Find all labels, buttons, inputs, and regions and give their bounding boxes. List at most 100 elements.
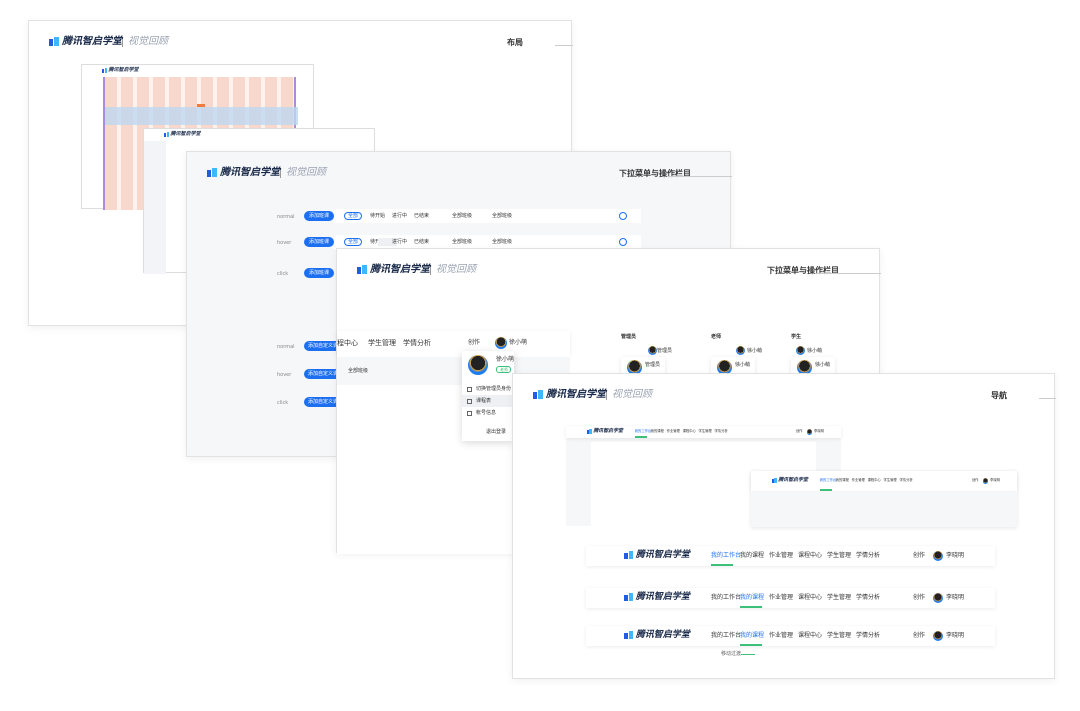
nav-item[interactable]: 学情分析 <box>856 594 881 601</box>
role-label: 老师 <box>500 367 508 372</box>
nav-item[interactable]: 学生管理 <box>827 594 852 601</box>
nav-item[interactable]: 作业管理 <box>851 478 865 483</box>
nav-item[interactable]: 课程中心 <box>682 429 696 434</box>
logo-icon <box>166 132 169 137</box>
create-menu[interactable]: 创作 <box>913 632 926 639</box>
filter[interactable]: 全部班级 <box>452 213 473 219</box>
add-circle <box>619 212 627 220</box>
filter[interactable]: 全部班级 <box>492 213 513 219</box>
title-line <box>555 45 573 46</box>
button-label[interactable]: 添加班课 <box>309 270 330 276</box>
nav-item[interactable]: 课程中心 <box>798 594 823 601</box>
nav-item[interactable]: 学生管理 <box>883 478 897 483</box>
create-menu[interactable]: 创作 <box>468 339 481 346</box>
avatar <box>736 346 745 355</box>
nav-bar: 腾讯智启学堂 我的工作台 我的课程 作业管理 课程中心 学生管理 学情分析 创作 李晓明 <box>566 426 841 438</box>
create-menu[interactable]: 创作 <box>913 594 926 601</box>
nav-item[interactable]: 学生管理 <box>698 429 712 434</box>
nav-item[interactable]: 我的课程 <box>835 478 849 483</box>
nav-item[interactable]: 学情分析 <box>714 429 728 434</box>
role-user: 徐小萌 <box>807 348 823 354</box>
nav-item[interactable]: 课程中心 <box>798 552 823 559</box>
user-name[interactable]: 李晓明 <box>814 429 824 434</box>
dropdown: 徐小萌老师切换管理员身份 课程表帐号信息退出登录 <box>462 351 514 441</box>
nav-item[interactable]: 我的课程 <box>740 594 765 601</box>
nav-item[interactable]: 学生管理 <box>827 552 852 559</box>
create-menu[interactable]: 创作 <box>971 478 979 483</box>
menu-item[interactable]: 课程表 <box>476 398 492 404</box>
nav-item[interactable]: 作业管理 <box>769 594 794 601</box>
tab[interactable]: 已结束 <box>414 239 430 245</box>
button-label[interactable]: 添加班课 <box>309 239 330 245</box>
nav-bar: 程中心 学生管理 学情分析 创作 徐小萌 <box>337 331 570 355</box>
logo-icon <box>624 594 628 602</box>
nav-item[interactable]: 学生管理 <box>827 632 852 639</box>
button-label[interactable]: 添加班课 <box>309 213 330 219</box>
role-user: 徐小萌 <box>815 362 831 368</box>
tab[interactable]: 已结束 <box>414 213 430 219</box>
nav-item[interactable]: 学情分析 <box>403 339 431 347</box>
brand: 腾讯智启学堂 <box>593 428 623 435</box>
avatar <box>933 593 943 603</box>
user-name: 徐小萌 <box>496 356 515 363</box>
nav-item[interactable]: 学生管理 <box>368 339 396 347</box>
nav-item[interactable]: 课程中心 <box>798 632 823 639</box>
logo-icon <box>624 552 628 560</box>
nav-item[interactable]: 程中心 <box>337 339 358 347</box>
nav-item[interactable]: 我的工作台 <box>711 552 742 559</box>
nav-item[interactable]: 课程中心 <box>867 478 881 483</box>
button-label[interactable]: 添加自定义课程 <box>308 343 344 349</box>
tab[interactable]: 进行中 <box>392 239 408 245</box>
create-menu[interactable]: 创作 <box>913 552 926 559</box>
nav-item[interactable]: 学情分析 <box>856 632 881 639</box>
avatar <box>797 360 812 375</box>
menu-item[interactable]: 帐号信息 <box>476 410 497 416</box>
button-label[interactable]: 添加自定义课程 <box>308 399 344 405</box>
tab[interactable]: 全部 <box>348 239 359 245</box>
menu-icon <box>467 411 472 416</box>
filter[interactable]: 全部班级 <box>348 368 369 374</box>
user-name[interactable]: 李晓明 <box>990 478 1000 483</box>
menu-item[interactable]: 切换管理员身份 <box>476 386 512 392</box>
tab[interactable]: 进行中 <box>392 213 408 219</box>
nav-item[interactable]: 作业管理 <box>666 429 680 434</box>
nav-item[interactable]: 我的课程 <box>740 552 765 559</box>
brand: 腾讯智启学堂 <box>635 630 690 640</box>
tab[interactable]: 全部 <box>348 213 359 219</box>
nav-item[interactable]: 我的课程 <box>650 429 664 434</box>
tab[interactable]: 待开始 <box>370 213 386 219</box>
filter[interactable]: 全部班级 <box>452 239 473 245</box>
user-name[interactable]: 徐小萌 <box>509 339 528 346</box>
subtitle: 视觉回顾 <box>612 389 652 400</box>
toolbar: 全部 待开始进行中已结束 全部班级 全部班级 <box>334 209 641 223</box>
avatar <box>933 551 943 561</box>
avatar <box>933 631 943 641</box>
nav-item[interactable]: 我的工作台 <box>634 429 652 434</box>
nav-item[interactable]: 我的工作台 <box>711 594 742 601</box>
nav-item[interactable]: 我的工作台 <box>711 632 742 639</box>
nav-item[interactable]: 学情分析 <box>856 552 881 559</box>
nav-item[interactable]: 我的课程 <box>740 632 765 639</box>
filter[interactable]: 全部班级 <box>492 239 513 245</box>
user-name[interactable]: 李晓明 <box>946 552 965 559</box>
user-name[interactable]: 李晓明 <box>946 594 965 601</box>
state-label: click <box>277 271 289 277</box>
nav-item[interactable]: 作业管理 <box>769 632 794 639</box>
role-title: 老师 <box>711 334 722 340</box>
caption-line <box>741 654 755 655</box>
nav-item[interactable]: 学情分析 <box>899 478 913 483</box>
nav-item[interactable]: 我的工作台 <box>819 478 837 483</box>
subtitle: 视觉回顾 <box>436 264 476 275</box>
section-title: 下拉菜单与操作栏目 <box>619 169 691 178</box>
button-label[interactable]: 添加自定义课程 <box>308 371 344 377</box>
logo-icon <box>624 632 628 640</box>
title-line <box>815 273 881 274</box>
create-menu[interactable]: 创作 <box>795 429 803 434</box>
custom-button: 添加自定义课程 <box>304 397 344 407</box>
tab[interactable]: 待开始 <box>370 240 385 245</box>
user-name[interactable]: 李晓明 <box>946 632 965 639</box>
nav-item[interactable]: 作业管理 <box>769 552 794 559</box>
logout[interactable]: 退出登录 <box>486 429 507 435</box>
